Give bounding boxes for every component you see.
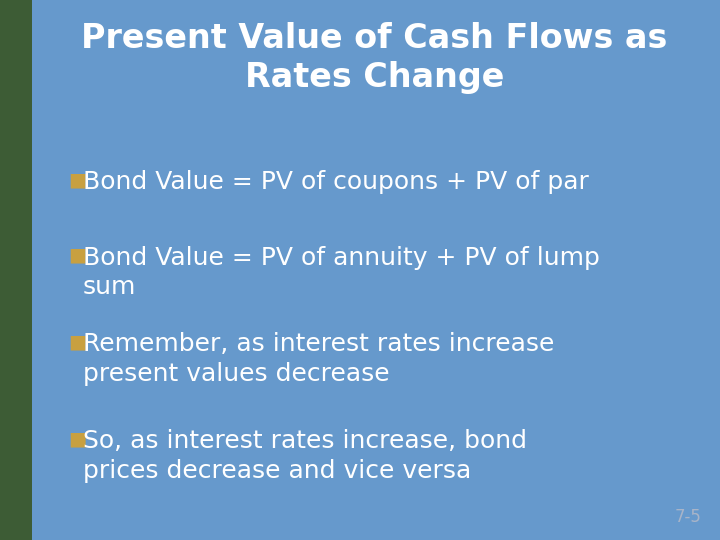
Text: Present Value of Cash Flows as
Rates Change: Present Value of Cash Flows as Rates Cha… — [81, 22, 667, 94]
Text: ■: ■ — [68, 332, 87, 351]
Text: Bond Value = PV of coupons + PV of par: Bond Value = PV of coupons + PV of par — [83, 170, 589, 194]
Bar — [0, 0, 32, 540]
Text: 7-5: 7-5 — [675, 509, 702, 526]
Text: ■: ■ — [68, 246, 87, 265]
Text: ■: ■ — [68, 170, 87, 189]
Text: Bond Value = PV of annuity + PV of lump
sum: Bond Value = PV of annuity + PV of lump … — [83, 246, 600, 299]
Text: Remember, as interest rates increase
present values decrease: Remember, as interest rates increase pre… — [83, 332, 554, 386]
Text: So, as interest rates increase, bond
prices decrease and vice versa: So, as interest rates increase, bond pri… — [83, 429, 527, 483]
Text: ■: ■ — [68, 429, 87, 448]
